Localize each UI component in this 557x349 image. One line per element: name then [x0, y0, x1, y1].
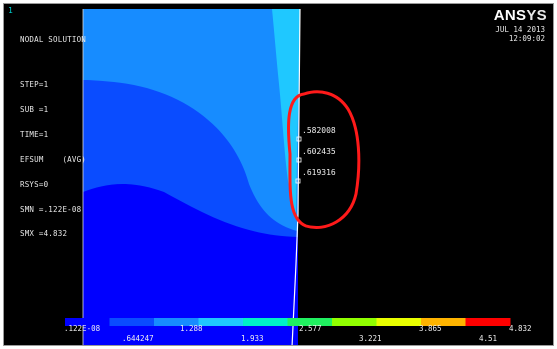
probe-value-2: .602435: [302, 147, 336, 156]
probe-marker-3[interactable]: [295, 178, 301, 184]
legend-swatch-6: [287, 318, 333, 326]
legend-label-bottom-2: 1.933: [241, 334, 264, 343]
contour-plot: [65, 8, 511, 345]
legend-label-top-4: 3.865: [419, 324, 442, 333]
header-line-rsys: RSYS=0: [20, 179, 49, 189]
probe-value-1: .582008: [302, 126, 336, 135]
header-line-time: TIME=1: [20, 129, 49, 139]
legend-label-bottom-4: 4.51: [479, 334, 498, 343]
legend-label-top-3: 2.577: [299, 324, 322, 333]
legend-color-bar: [65, 318, 511, 326]
legend-swatch-7: [332, 318, 377, 326]
probe-marker-2[interactable]: [296, 157, 302, 163]
legend-label-top-5: 4.832: [509, 324, 532, 333]
legend-label-bottom-3: 3.221: [359, 334, 382, 343]
probe-value-3: .619316: [302, 168, 336, 177]
graphics-viewport[interactable]: 1 NODAL SOLUTION STEP=1 SUB =1 TIME=1 EF…: [3, 3, 554, 346]
header-line-step: STEP=1: [20, 80, 49, 90]
ansys-logo: ANSYS: [493, 7, 547, 24]
legend-label-top-2: 1.288: [180, 324, 203, 333]
solution-header: NODAL SOLUTION STEP=1 SUB =1 TIME=1 EFSU…: [20, 19, 86, 255]
window-number: 1: [8, 6, 13, 15]
legend-label-bottom-1: .644247: [122, 334, 154, 343]
header-line-title: NODAL SOLUTION: [20, 34, 87, 44]
time-label: 12:09:02: [508, 33, 545, 43]
legend-swatch-9: [421, 318, 466, 326]
header-line-efsum: EFSUM (AVG): [20, 154, 87, 164]
model-edge-line: [291, 8, 301, 345]
legend-swatch-10: [465, 318, 511, 326]
contour-band-4: [272, 9, 300, 214]
header-line-sub: SUB =1: [20, 104, 49, 114]
header-line-smn: SMN =.122E-08: [20, 204, 82, 214]
legend-swatch-4: [198, 318, 244, 326]
legend-swatch-5: [243, 318, 288, 326]
date-time-stamp: JUL 14 2013 12:09:02: [495, 25, 545, 43]
legend-swatch-2: [109, 318, 155, 326]
date-label: JUL 14 2013: [495, 25, 545, 34]
legend-swatch-3: [154, 318, 199, 326]
red-annotation-circle: [287, 90, 361, 229]
probe-marker-1[interactable]: [296, 136, 302, 142]
legend-label-top-1: .122E-08: [64, 324, 101, 333]
contour-band-3: [83, 9, 300, 231]
header-line-smx: SMX =4.832: [20, 229, 68, 239]
legend-swatch-8: [376, 318, 422, 326]
legend-swatch-1: [65, 318, 110, 326]
